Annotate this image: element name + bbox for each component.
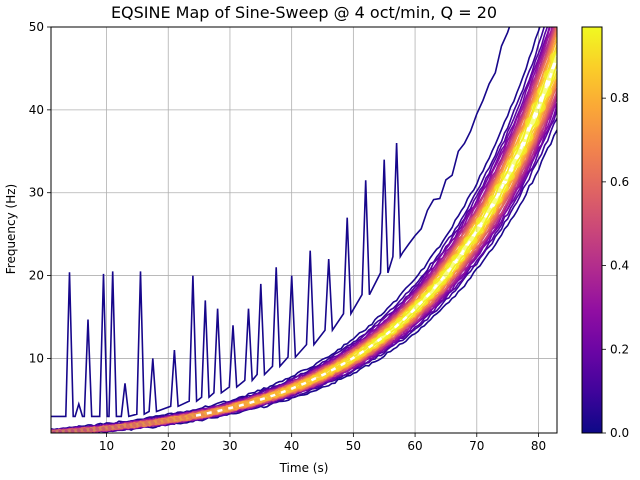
- colorbar-bar: [581, 26, 603, 434]
- ridge-peak-fill: [445, 262, 460, 271]
- ridge-peak-fill: [555, 35, 557, 44]
- y-axis: 10 20 30 40 50: [29, 20, 51, 365]
- y-tick-label: 10: [29, 351, 44, 365]
- x-axis: 10 20 30 40 50 60 70 80: [99, 433, 546, 453]
- x-tick-label: 50: [346, 439, 361, 453]
- colorbar-ticks: 0.0 0.2 0.4 0.6 0.8: [602, 91, 629, 440]
- y-tick-label: 40: [29, 103, 44, 117]
- contour-line: [51, 27, 541, 431]
- ridge-peak-fill: [457, 245, 472, 254]
- y-tick-label: 30: [29, 186, 44, 200]
- y-tick-label: 50: [29, 20, 44, 34]
- colorbar-tick-label: 0.4: [610, 259, 629, 273]
- ridge-peak-fill: [524, 116, 540, 128]
- ridge-peak-fill: [512, 145, 528, 156]
- colorbar-tick-label: 0.0: [610, 426, 629, 440]
- x-tick-label: 10: [99, 439, 114, 453]
- plot-frame: [50, 26, 558, 434]
- ridge-peak-fill: [549, 51, 557, 64]
- x-tick-label: 60: [407, 439, 422, 453]
- colorbar-tick-label: 0.8: [610, 91, 629, 105]
- ridge-peak-fill: [537, 85, 553, 98]
- colorbar-tick-label: 0.2: [610, 342, 629, 356]
- ridge-peak-line: [195, 53, 557, 417]
- colorbar-tick-label: 0.6: [610, 175, 629, 189]
- ridge-peak-fill: [488, 194, 503, 205]
- x-tick-label: 40: [284, 439, 299, 453]
- x-axis-label: Time (s): [279, 461, 329, 475]
- ridge-peak-fill: [463, 235, 478, 245]
- plot-area: [50, 26, 558, 434]
- ridge-peak-fill: [438, 270, 453, 279]
- contour-line-outer: [51, 27, 511, 418]
- y-tick-label: 20: [29, 269, 44, 283]
- x-tick-label: 70: [469, 439, 484, 453]
- x-tick-label: 20: [161, 439, 176, 453]
- chart-title: EQSINE Map of Sine-Sweep @ 4 oct/min, Q …: [111, 3, 497, 22]
- ridge-peak-fill: [432, 277, 447, 286]
- y-axis-label: Frequency (Hz): [4, 184, 18, 275]
- contour-lines: [51, 27, 557, 433]
- x-tick-label: 80: [531, 439, 546, 453]
- ridge-peak-fill: [451, 253, 466, 263]
- ridge-peak-fill: [426, 285, 441, 293]
- ridge-peak-fill: [469, 226, 484, 236]
- ridge-peak-fill: [475, 216, 491, 226]
- x-tick-label: 30: [222, 439, 237, 453]
- colorbar: 0.0 0.2 0.4 0.6 0.8: [581, 26, 629, 440]
- ridge-peak-fill: [506, 158, 522, 169]
- ridge-peak-fill: [481, 205, 497, 216]
